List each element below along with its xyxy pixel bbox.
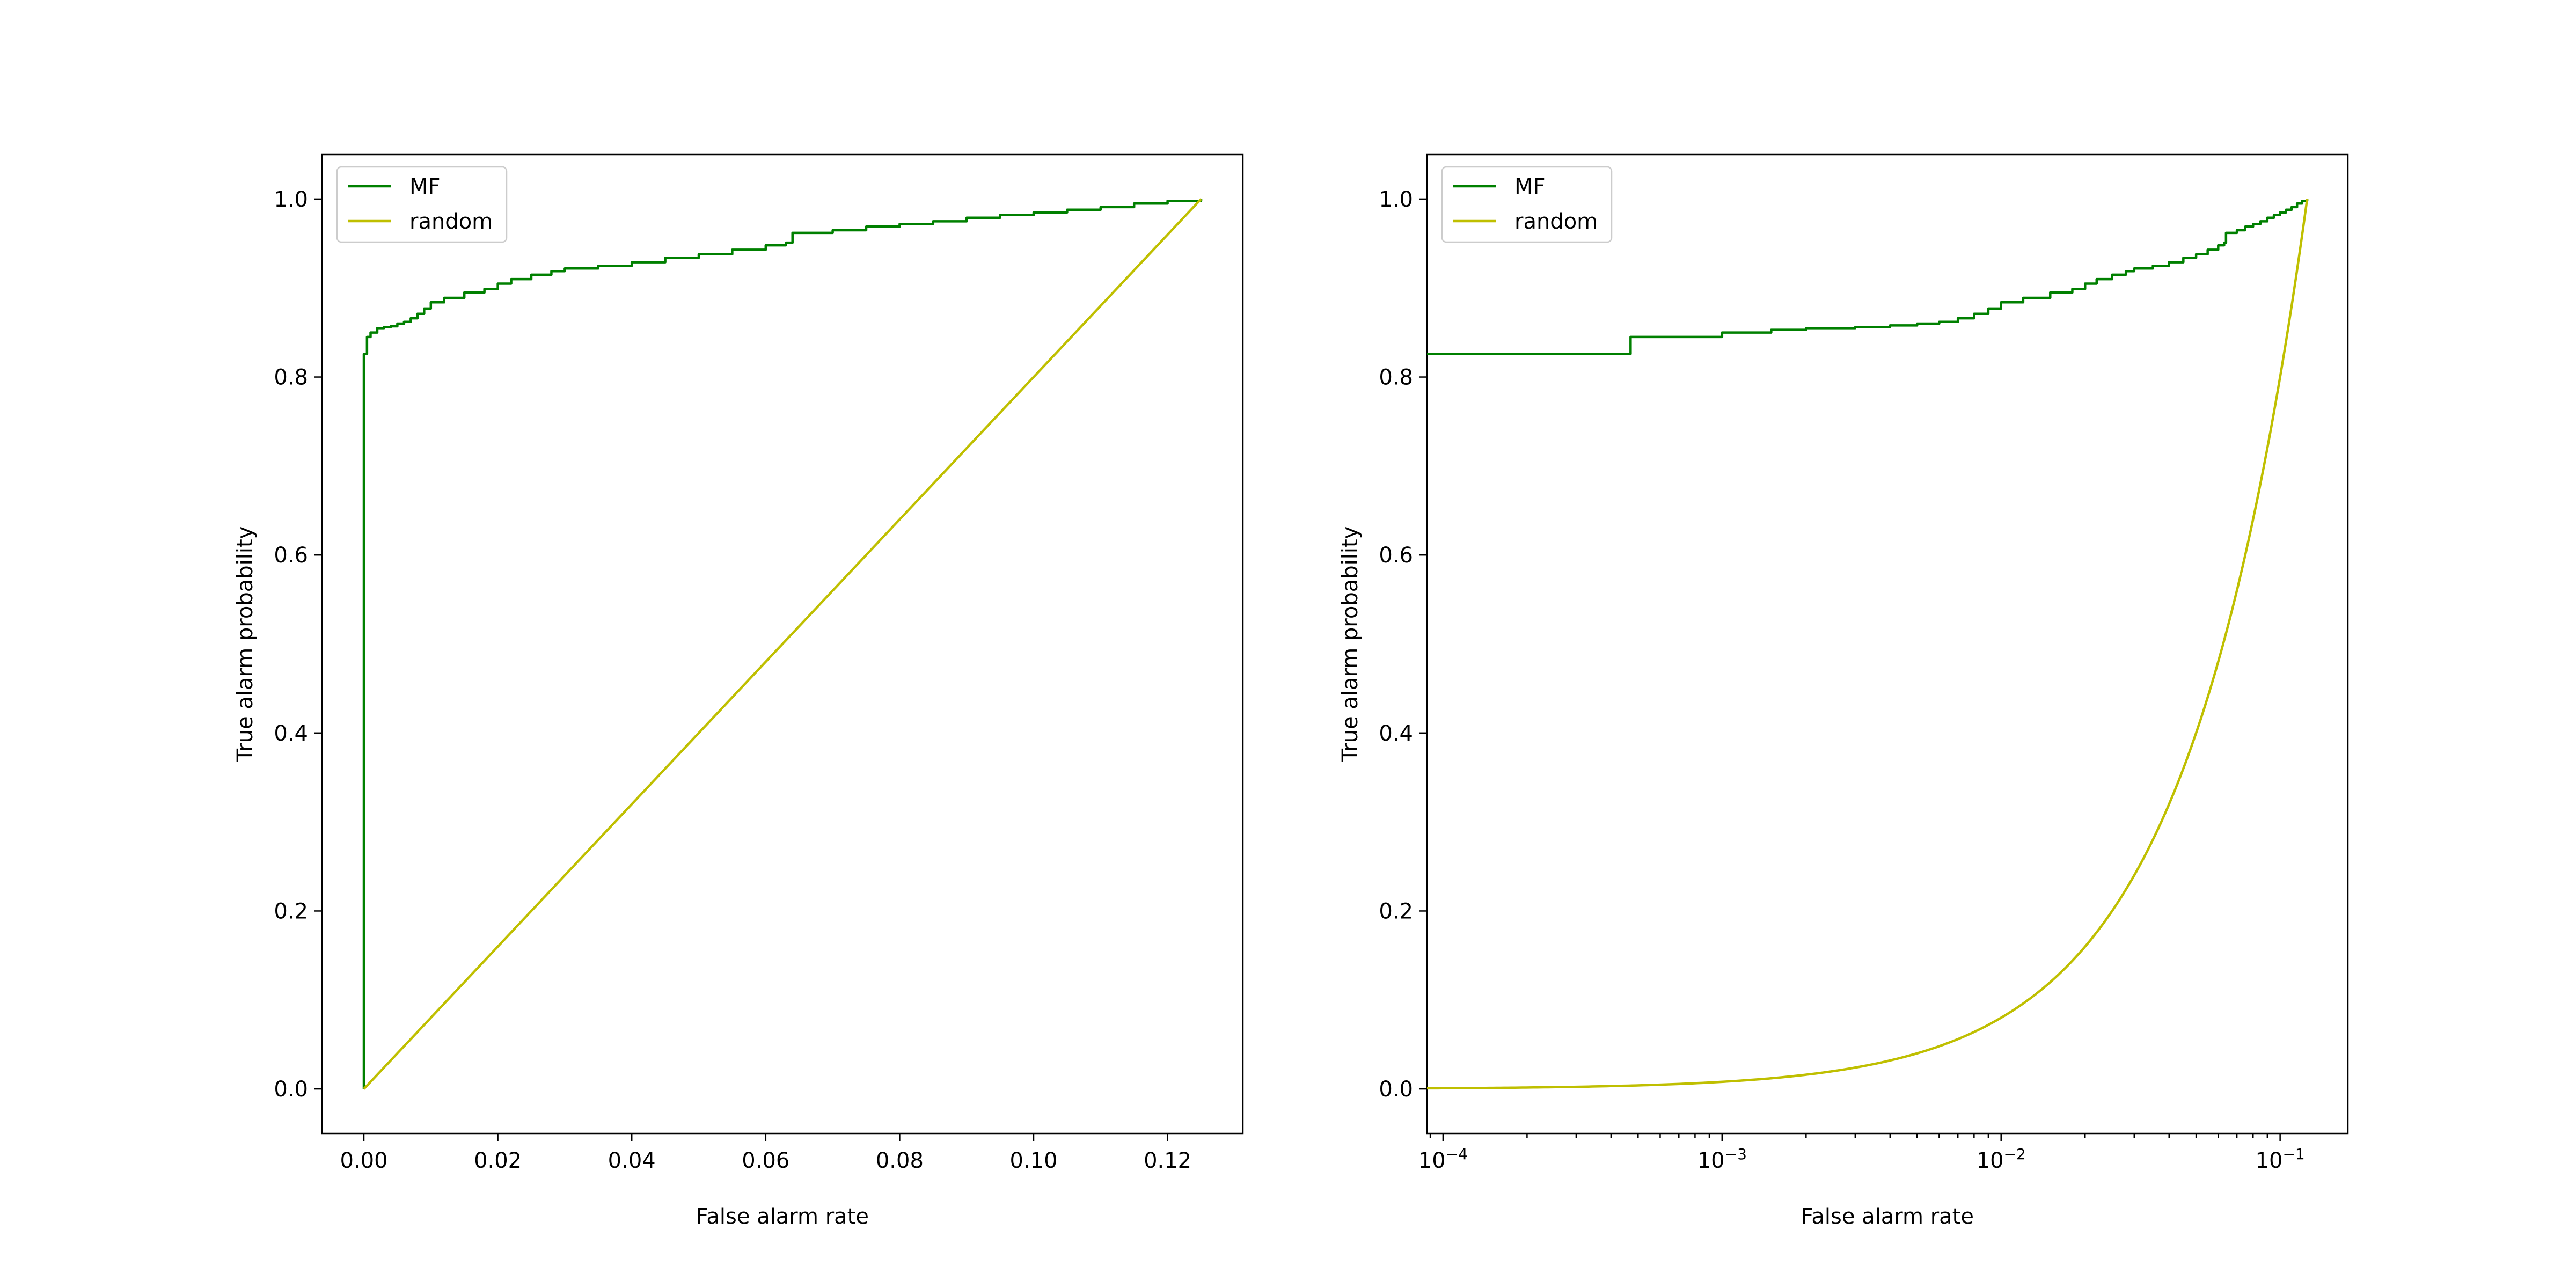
- y-axis-label: True alarm probability: [1338, 526, 1363, 763]
- legend: MF random: [1441, 166, 1613, 243]
- x-axis-ticks: 10−4 10−3 10−2 10−1: [1418, 1133, 2305, 1173]
- x-tick-label: 0.06: [742, 1148, 789, 1173]
- x-tick-label: 10−2: [1977, 1145, 2026, 1173]
- x-tick-label: 0.00: [340, 1148, 387, 1173]
- x-axis-label: False alarm rate: [696, 1204, 869, 1229]
- y-tick-label: 1.0: [1379, 187, 1413, 212]
- y-tick-label: 0.6: [274, 543, 308, 568]
- y-axis-label: True alarm probability: [233, 526, 258, 763]
- x-tick-label: 10−4: [1418, 1145, 1468, 1173]
- series-line-mf: [362, 199, 1203, 1089]
- legend-label-random: random: [1514, 209, 1598, 234]
- y-tick-label: 0.4: [1379, 721, 1413, 746]
- series-line-random: [1426, 199, 2309, 1090]
- y-tick-label: 0.0: [274, 1077, 308, 1102]
- y-tick-label: 0.8: [1379, 365, 1413, 390]
- legend: MF random: [336, 166, 508, 243]
- y-tick-label: 0.4: [274, 721, 308, 746]
- roc-log-panel: 10−4 10−3 10−2 10−1 0.0 0.2 0.4 0.6 0.8 1.0 Fals…: [1338, 153, 2349, 1229]
- x-tick-label: 0.04: [608, 1148, 656, 1173]
- legend-label-mf: MF: [409, 174, 441, 199]
- x-tick-label: 10−1: [2256, 1145, 2305, 1173]
- x-tick-label: 10−3: [1697, 1145, 1747, 1173]
- y-tick-label: 0.8: [274, 365, 308, 390]
- y-tick-label: 1.0: [274, 187, 308, 212]
- y-tick-label: 0.2: [1379, 899, 1413, 924]
- y-tick-label: 0.2: [274, 899, 308, 924]
- x-tick-label: 0.08: [876, 1148, 924, 1173]
- axes-frame: [1426, 153, 2349, 1135]
- series-line-mf: [1427, 199, 2309, 355]
- series-line-random: [363, 198, 1202, 1090]
- y-axis-ticks: 0.0 0.2 0.4 0.6 0.8 1.0: [1379, 187, 1427, 1102]
- y-tick-label: 0.0: [1379, 1077, 1413, 1102]
- x-tick-label: 0.02: [474, 1148, 522, 1173]
- y-axis-ticks: 0.0 0.2 0.4 0.6 0.8 1.0: [274, 187, 322, 1102]
- x-tick-label: 0.10: [1009, 1148, 1057, 1173]
- axes-frame: [321, 153, 1244, 1135]
- plot-area: [362, 198, 1203, 1090]
- x-tick-label: 0.12: [1144, 1148, 1191, 1173]
- y-tick-label: 0.6: [1379, 543, 1413, 568]
- legend-label-mf: MF: [1514, 174, 1546, 199]
- x-axis-ticks: 0.00 0.02 0.04 0.06 0.08 0.10 0.12: [340, 1133, 1191, 1173]
- legend-label-random: random: [409, 209, 493, 234]
- x-axis-label: False alarm rate: [1801, 1204, 1974, 1229]
- roc-linear-panel: 0.00 0.02 0.04 0.06 0.08 0.10 0.12 0.00.20.40.…: [233, 153, 1244, 1229]
- plot-area: [1426, 199, 2309, 1090]
